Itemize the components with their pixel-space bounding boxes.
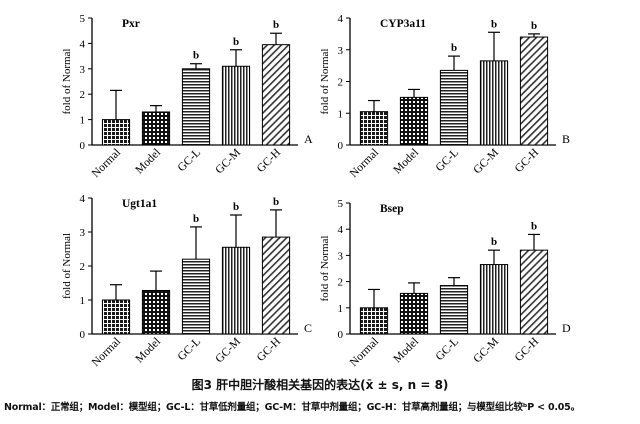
- panel-a-xlabel-gc-l: GC-L: [176, 147, 203, 174]
- panel-d-bsep: 0 1 2 3 4 5 fold of Normal Bsep D Normal Model GC-L…: [319, 198, 571, 369]
- panel-a-ytick-label-1: 1: [80, 115, 86, 127]
- panel-c-ytick-label-4: 4: [80, 193, 86, 205]
- panel-b-xlabel-normal: Normal: [348, 147, 381, 180]
- panel-b-ytick-label-3: 3: [338, 45, 344, 57]
- panel-a-xlabel-normal: Normal: [90, 147, 123, 180]
- panel-c-xlabel-gc-h: GC-H: [255, 336, 283, 364]
- panel-a-title: Pxr: [122, 18, 140, 30]
- panel-b-bar-gc-l: [439, 69, 469, 146]
- panel-c-bar-model: [141, 289, 171, 335]
- panel-d-bar-model: [399, 292, 429, 335]
- panel-d-sig-gc-h: b: [531, 220, 537, 232]
- panel-c-xlabel-model: Model: [133, 336, 163, 366]
- panel-c-sig-gc-h: b: [273, 196, 279, 208]
- panel-d-ytick-label-0: 0: [338, 329, 344, 341]
- panel-a-pxr: 0 1 2 3 4 5 fold of Normal Pxr A Normal Model b GC-L…: [61, 13, 313, 180]
- panel-d-xlabel-gc-h: GC-H: [513, 336, 541, 364]
- panel-c-bar-gc-h: [261, 236, 291, 335]
- panel-d-bar-normal: [359, 307, 389, 335]
- panel-a-ytick-label-0: 0: [80, 140, 86, 152]
- panel-a-bar-model: [141, 111, 171, 146]
- panel-c-bar-gc-l: [181, 258, 211, 335]
- panel-b-xlabel-gc-l: GC-L: [434, 147, 461, 174]
- panel-b-sig-gc-l: b: [451, 42, 457, 54]
- panel-b-xlabel-gc-h: GC-H: [513, 147, 541, 175]
- panel-d-xlabel-model: Model: [391, 336, 421, 366]
- panel-a-ytick-label-2: 2: [80, 89, 86, 101]
- panel-c-xlabel-normal: Normal: [90, 336, 123, 369]
- panel-d-ytick-label-5: 5: [338, 198, 344, 210]
- panel-d-bar-gc-h: [519, 249, 549, 335]
- panel-d-xlabel-normal: Normal: [348, 336, 381, 369]
- panel-c-sig-gc-l: b: [193, 213, 199, 225]
- panel-a-bar-gc-h: [261, 44, 291, 146]
- panel-b-bar-gc-h: [519, 36, 549, 146]
- panel-b-sig-gc-h: b: [531, 20, 537, 32]
- panel-d-xlabel-gc-l: GC-L: [434, 336, 461, 363]
- panel-c-ytick-label-3: 3: [80, 227, 86, 239]
- panel-d-ytick-label-2: 2: [338, 277, 344, 289]
- panel-b-ylabel: fold of Normal: [319, 49, 331, 115]
- panel-d-letter: D: [562, 321, 571, 335]
- panel-d-title: Bsep: [380, 203, 404, 215]
- panel-b-letter: B: [562, 132, 570, 146]
- panel-d-bar-gc-l: [439, 285, 469, 335]
- panel-a-sig-gc-m: b: [233, 36, 239, 48]
- panel-a-xlabel-gc-m: GC-M: [213, 147, 243, 177]
- panel-b-title: CYP3a11: [380, 18, 426, 30]
- panel-c-xlabel-gc-l: GC-L: [176, 336, 203, 363]
- panel-b-ytick-label-4: 4: [338, 13, 344, 25]
- panel-a-bar-normal: [101, 119, 131, 146]
- panel-c-ugt1a1: 0 1 2 3 4 fold of Normal Ugt1a1 C Normal Model b GC…: [61, 193, 312, 369]
- panel-b-ytick-label-0: 0: [338, 140, 344, 152]
- panel-d-xlabel-gc-m: GC-M: [471, 336, 501, 366]
- panel-c-title: Ugt1a1: [122, 198, 157, 210]
- panel-c-ytick-label-1: 1: [80, 295, 86, 307]
- panel-d-ytick-label-3: 3: [338, 250, 344, 262]
- figure-caption: 图3 肝中胆汁酸相关基因的表达(x̄ ± s, n = 8): [191, 378, 449, 392]
- panel-c-ytick-label-2: 2: [80, 261, 86, 273]
- figure-legend: Normal：正常组；Model：模型组；GC-L：甘草低剂量组；GC-M：甘草…: [4, 402, 580, 413]
- panel-a-ytick-label-3: 3: [80, 64, 86, 76]
- panel-c-xlabel-gc-m: GC-M: [213, 336, 243, 366]
- panel-a-sig-gc-l: b: [193, 50, 199, 62]
- panel-d-ylabel: fold of Normal: [319, 236, 331, 302]
- panel-a-ytick-label-4: 4: [80, 38, 86, 50]
- panel-c-ylabel: fold of Normal: [61, 233, 73, 299]
- panel-b-ytick-label-1: 1: [338, 108, 344, 120]
- panel-d-sig-gc-m: b: [491, 236, 497, 248]
- panel-b-cyp3a11: 0 1 2 3 4 fold of Normal CYP3a11 B Normal Model b G…: [319, 13, 570, 180]
- panel-b-xlabel-model: Model: [391, 147, 421, 177]
- panel-a-bar-gc-m: [221, 65, 251, 146]
- panel-a-xlabel-gc-h: GC-H: [255, 147, 283, 175]
- panel-b-bar-normal: [359, 111, 389, 146]
- panel-a-ylabel: fold of Normal: [61, 49, 73, 115]
- panel-d-ytick-label-4: 4: [338, 224, 344, 236]
- panel-c-bar-normal: [101, 299, 131, 335]
- panel-c-sig-gc-m: b: [233, 201, 239, 213]
- panel-b-sig-gc-m: b: [491, 18, 497, 30]
- panel-b-bar-gc-m: [479, 60, 509, 146]
- panel-a-sig-gc-h: b: [273, 19, 279, 31]
- panel-a-xlabel-model: Model: [133, 147, 163, 177]
- panel-a-letter: A: [304, 132, 313, 146]
- panel-b-xlabel-gc-m: GC-M: [471, 147, 501, 177]
- panel-c-ytick-label-0: 0: [80, 329, 86, 341]
- panel-a-bar-gc-l: [181, 68, 211, 146]
- panel-d-ytick-label-1: 1: [338, 303, 344, 315]
- panel-a-ytick-label-5: 5: [80, 13, 86, 25]
- panel-b-ytick-label-2: 2: [338, 77, 344, 89]
- panel-b-bar-model: [399, 96, 429, 146]
- panel-c-letter: C: [304, 321, 312, 335]
- panel-c-bar-gc-m: [221, 246, 251, 335]
- panel-d-bar-gc-m: [479, 264, 509, 335]
